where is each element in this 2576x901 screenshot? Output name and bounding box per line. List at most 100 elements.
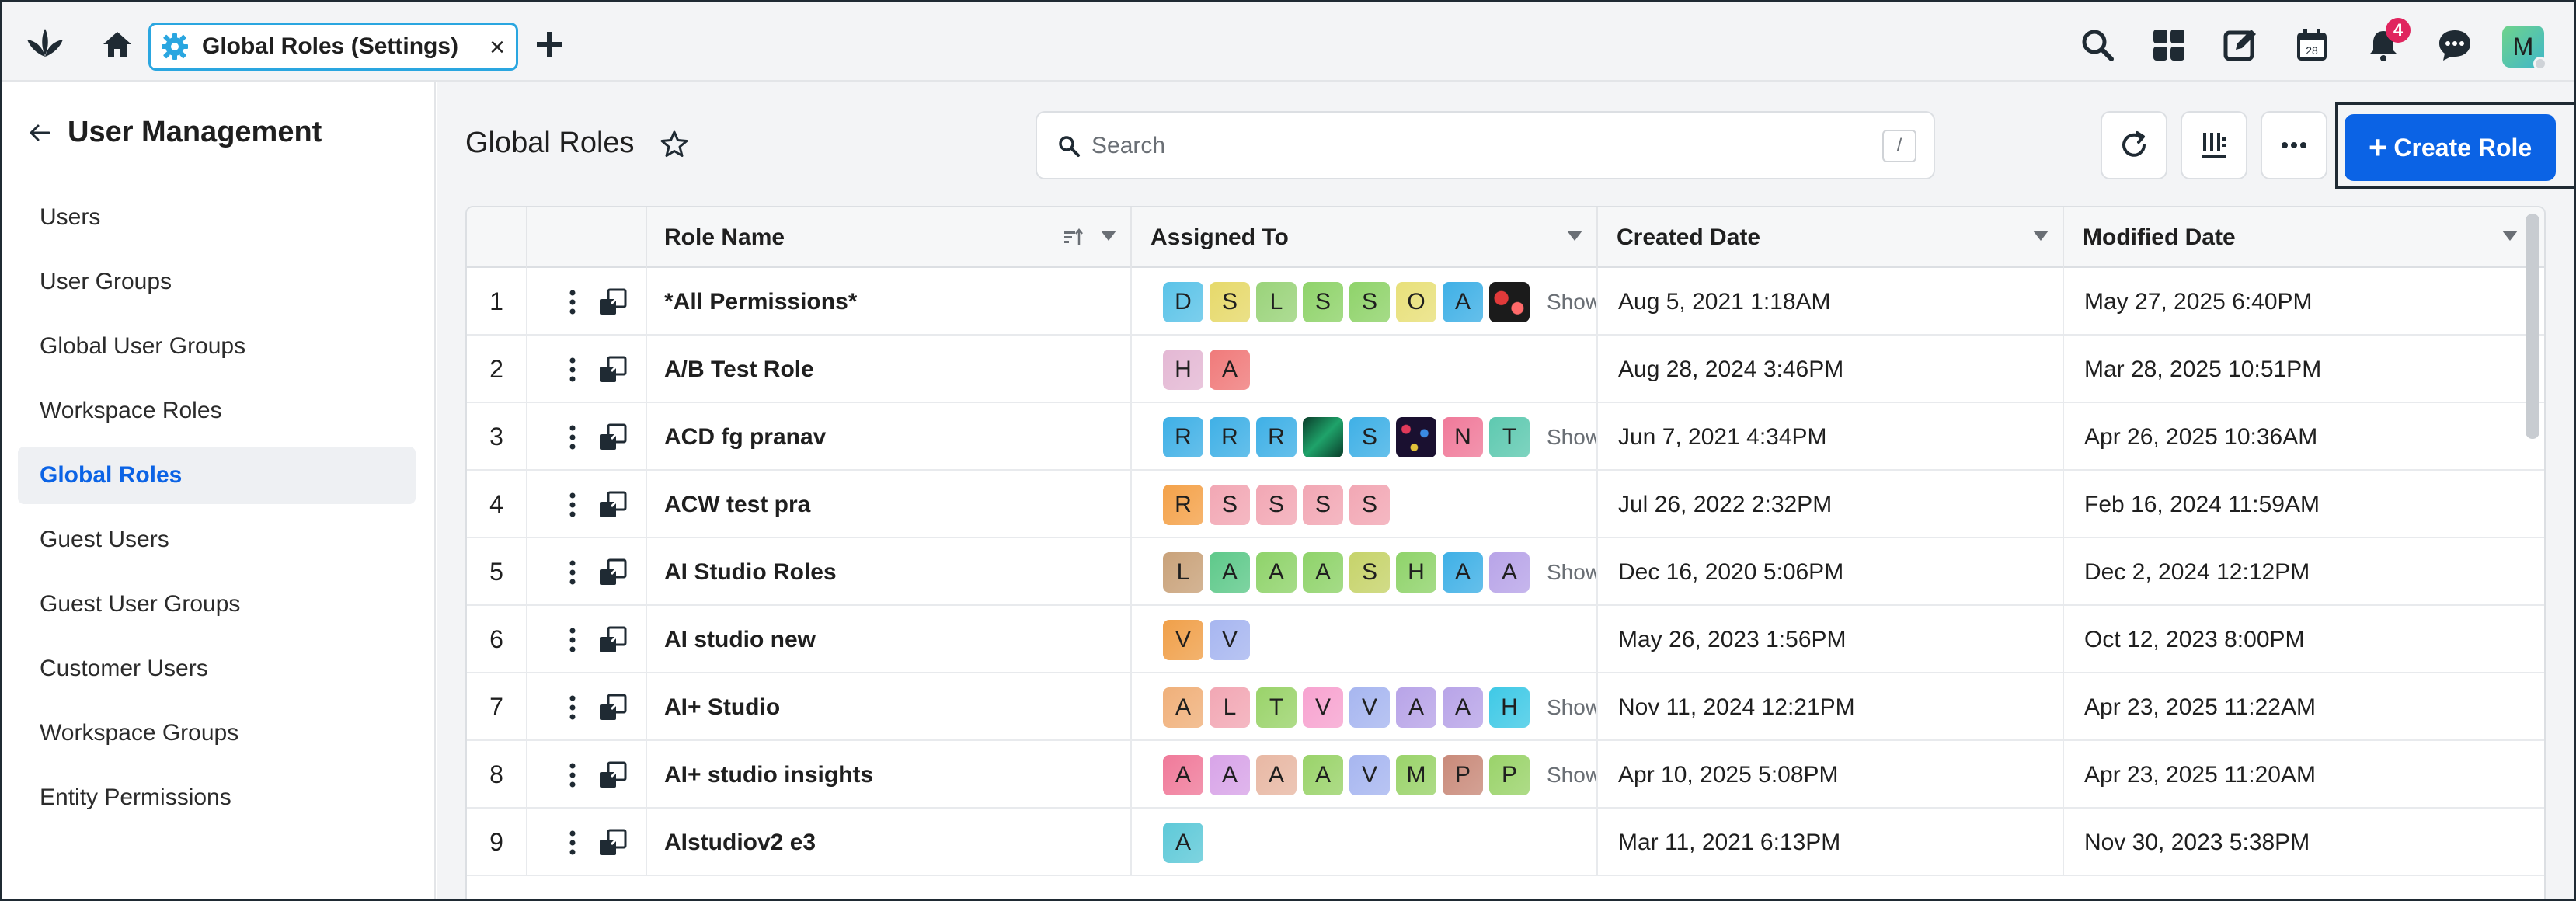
- assignee-avatar[interactable]: A: [1396, 687, 1436, 728]
- assignee-avatar[interactable]: A: [1303, 754, 1343, 795]
- sidebar-item-workspace-roles[interactable]: Workspace Roles: [40, 398, 222, 423]
- assignee-avatar[interactable]: A: [1303, 551, 1343, 593]
- table-row[interactable]: 6 AI studio new V V May 26, 2023 1:56PM Oct 1…: [467, 606, 2544, 673]
- assignee-avatar[interactable]: S: [1349, 484, 1390, 525]
- more-options-button[interactable]: [2261, 111, 2327, 179]
- search-box[interactable]: /: [1036, 111, 1935, 179]
- vertical-scrollbar[interactable]: [2526, 214, 2539, 439]
- assignee-avatar[interactable]: T: [1256, 687, 1297, 728]
- assignee-avatar[interactable]: A: [1163, 822, 1203, 863]
- open-role-icon[interactable]: [599, 288, 627, 316]
- assignee-avatar[interactable]: L: [1256, 281, 1297, 322]
- more-vertical-icon[interactable]: [555, 353, 590, 387]
- table-row[interactable]: 3 ACD fg pranav R R R S N T Show Jun 7, 2021 4:34…: [467, 403, 2544, 471]
- assignee-avatar[interactable]: S: [1349, 416, 1390, 457]
- assignee-avatar[interactable]: A: [1256, 551, 1297, 593]
- role-name[interactable]: *All Permissions*: [647, 268, 1132, 336]
- role-name[interactable]: AI Studio Roles: [647, 538, 1132, 606]
- calendar-icon[interactable]: 28: [2292, 26, 2331, 64]
- sort-icon[interactable]: [1062, 226, 1085, 249]
- show-more-link[interactable]: Show: [1547, 289, 1598, 314]
- role-name[interactable]: AI+ studio insights: [647, 741, 1132, 809]
- notifications-bell-icon[interactable]: 4: [2364, 18, 2411, 64]
- show-more-link[interactable]: Show: [1547, 559, 1598, 584]
- search-input[interactable]: [1091, 127, 1791, 165]
- assignee-avatar[interactable]: A: [1443, 687, 1483, 728]
- create-role-button[interactable]: + Create Role: [2345, 114, 2556, 181]
- column-header-created-date[interactable]: Created Date: [1598, 207, 2064, 268]
- table-row[interactable]: 9 AIstudiov2 e3 A Mar 11, 2021 6:13PM Nov 30…: [467, 809, 2544, 876]
- assignee-avatar[interactable]: S: [1349, 281, 1390, 322]
- assignee-avatar[interactable]: A: [1443, 551, 1483, 593]
- assignee-avatar[interactable]: H: [1163, 349, 1203, 390]
- assignee-avatar[interactable]: A: [1489, 551, 1530, 593]
- home-icon[interactable]: [100, 29, 134, 60]
- star-favorite-icon[interactable]: [660, 130, 689, 159]
- sidebar-item-guest-users[interactable]: Guest Users: [40, 527, 169, 552]
- assignee-avatar[interactable]: [1303, 416, 1343, 457]
- role-name[interactable]: ACD fg pranav: [647, 403, 1132, 471]
- open-role-icon[interactable]: [599, 626, 627, 654]
- assignee-avatar[interactable]: S: [1210, 281, 1250, 322]
- role-name[interactable]: A/B Test Role: [647, 336, 1132, 403]
- table-row[interactable]: 1 *All Permissions* D S L S S O A Show Aug 5, 2021…: [467, 268, 2544, 336]
- close-icon[interactable]: ×: [489, 33, 505, 62]
- assignee-avatar[interactable]: A: [1256, 754, 1297, 795]
- open-role-icon[interactable]: [599, 694, 627, 722]
- assignee-avatar[interactable]: A: [1163, 754, 1203, 795]
- sidebar-item-user-groups[interactable]: User Groups: [40, 269, 172, 294]
- role-name[interactable]: ACW test pra: [647, 471, 1132, 538]
- open-role-icon[interactable]: [599, 356, 627, 384]
- apps-grid-icon[interactable]: [2150, 26, 2188, 64]
- table-row[interactable]: 5 AI Studio Roles L A A A S H A A Show Dec 16, 2020…: [467, 538, 2544, 606]
- assignee-avatar[interactable]: A: [1210, 754, 1250, 795]
- filter-dropdown-icon[interactable]: [2502, 231, 2518, 241]
- column-header-modified-date[interactable]: Modified Date: [2064, 207, 2532, 268]
- filter-dropdown-icon[interactable]: [2033, 231, 2049, 241]
- column-header-assigned-to[interactable]: Assigned To: [1132, 207, 1598, 268]
- assignee-avatar[interactable]: S: [1256, 484, 1297, 525]
- role-name[interactable]: AIstudiov2 e3: [647, 809, 1132, 876]
- assignee-avatar[interactable]: P: [1443, 754, 1483, 795]
- filter-dropdown-icon[interactable]: [1567, 231, 1582, 241]
- assignee-avatar[interactable]: A: [1210, 349, 1250, 390]
- role-name[interactable]: AI+ Studio: [647, 673, 1132, 741]
- assignee-avatar[interactable]: R: [1210, 416, 1250, 457]
- compose-icon[interactable]: [2221, 26, 2260, 64]
- role-name[interactable]: AI studio new: [647, 606, 1132, 673]
- table-row[interactable]: 4 ACW test pra R S S S S Jul 26, 2022 2:32PM Feb…: [467, 471, 2544, 538]
- assignee-avatar[interactable]: A: [1163, 687, 1203, 728]
- open-role-icon[interactable]: [599, 829, 627, 857]
- assignee-avatar[interactable]: H: [1396, 551, 1436, 593]
- assignee-avatar[interactable]: R: [1163, 416, 1203, 457]
- assignee-avatar[interactable]: [1489, 281, 1530, 322]
- sidebar-item-global-roles[interactable]: Global Roles: [18, 447, 416, 504]
- assignee-avatar[interactable]: L: [1163, 551, 1203, 593]
- assignee-avatar[interactable]: S: [1349, 551, 1390, 593]
- user-avatar[interactable]: M: [2502, 26, 2547, 71]
- table-row[interactable]: 8 AI+ studio insights A A A A V M P P Show Apr 10, …: [467, 741, 2544, 809]
- sidebar-item-users[interactable]: Users: [40, 204, 101, 230]
- assignee-avatar[interactable]: S: [1303, 281, 1343, 322]
- assignee-avatar[interactable]: O: [1396, 281, 1436, 322]
- assignee-avatar[interactable]: V: [1303, 687, 1343, 728]
- assignee-avatar[interactable]: V: [1163, 619, 1203, 660]
- more-vertical-icon[interactable]: [555, 420, 590, 454]
- plus-icon[interactable]: [534, 29, 565, 60]
- assignee-avatar[interactable]: N: [1443, 416, 1483, 457]
- sidebar-item-customer-users[interactable]: Customer Users: [40, 656, 208, 681]
- chat-icon[interactable]: [2435, 26, 2474, 64]
- assignee-avatar[interactable]: T: [1489, 416, 1530, 457]
- more-vertical-icon[interactable]: [555, 758, 590, 792]
- assignee-avatar[interactable]: A: [1210, 551, 1250, 593]
- sidebar-item-entity-permissions[interactable]: Entity Permissions: [40, 784, 231, 810]
- show-more-link[interactable]: Show: [1547, 762, 1598, 787]
- filter-dropdown-icon[interactable]: [1101, 231, 1116, 241]
- more-vertical-icon[interactable]: [555, 691, 590, 725]
- table-row[interactable]: 7 AI+ Studio A L T V V A A H Show Nov 11, 2024 12:2…: [467, 673, 2544, 741]
- tab-global-roles[interactable]: Global Roles (Settings) ×: [148, 23, 518, 71]
- refresh-button[interactable]: [2101, 111, 2167, 179]
- back-arrow-icon[interactable]: [26, 119, 54, 147]
- assignee-avatar[interactable]: S: [1303, 484, 1343, 525]
- assignee-avatar[interactable]: D: [1163, 281, 1203, 322]
